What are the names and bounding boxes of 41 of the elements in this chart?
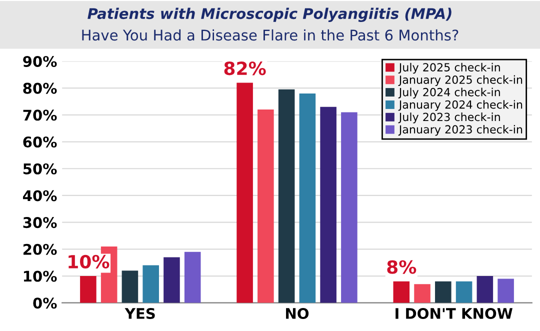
x-tick-label: YES bbox=[124, 308, 155, 320]
y-tick-label: 70% bbox=[23, 110, 57, 121]
bar bbox=[299, 93, 316, 303]
bar bbox=[456, 281, 472, 303]
legend-label: January 2024 check-in bbox=[398, 100, 522, 111]
legend-label: January 2025 check-in bbox=[398, 75, 522, 86]
bar bbox=[122, 270, 138, 303]
legend-label: July 2024 check-in bbox=[398, 88, 500, 98]
bar bbox=[341, 112, 358, 303]
bar bbox=[278, 89, 295, 303]
y-tick-label: 60% bbox=[23, 136, 57, 148]
bar bbox=[258, 110, 274, 303]
y-tick-label: 10% bbox=[24, 270, 57, 282]
data-label: 82% bbox=[224, 62, 266, 76]
bar bbox=[80, 276, 96, 303]
bar bbox=[498, 278, 514, 303]
legend-label: July 2025 check-in bbox=[398, 62, 500, 74]
bar bbox=[236, 82, 253, 303]
bar bbox=[476, 276, 494, 303]
bar bbox=[393, 281, 410, 303]
bar bbox=[164, 257, 180, 303]
y-tick-label: 40% bbox=[22, 190, 57, 202]
chart-title: Patients with Microscopic Polyangiitis (MPA) bbox=[88, 8, 452, 22]
bar bbox=[184, 252, 201, 303]
y-tick-label: 80% bbox=[23, 82, 57, 94]
y-tick-label: 50% bbox=[23, 163, 57, 174]
legend-label: July 2023 check-in bbox=[398, 112, 500, 124]
y-tick-label: 0% bbox=[33, 298, 57, 309]
y-tick-label: 30% bbox=[23, 217, 57, 228]
legend-label: January 2023 check-in bbox=[398, 124, 522, 136]
bar bbox=[142, 265, 159, 303]
y-tick-label: 90% bbox=[23, 56, 57, 67]
bar bbox=[414, 284, 430, 303]
data-label: 10% bbox=[68, 254, 110, 268]
chart-subtitle: Have You Had a Disease Flare in the Past 6 Months? bbox=[82, 29, 458, 41]
bar bbox=[435, 281, 452, 303]
bar bbox=[320, 106, 336, 303]
x-tick-label: NO bbox=[286, 308, 309, 320]
data-label: 8% bbox=[387, 260, 416, 274]
x-tick-label: I DON'T KNOW bbox=[396, 308, 512, 320]
y-tick-label: 20% bbox=[23, 244, 57, 255]
